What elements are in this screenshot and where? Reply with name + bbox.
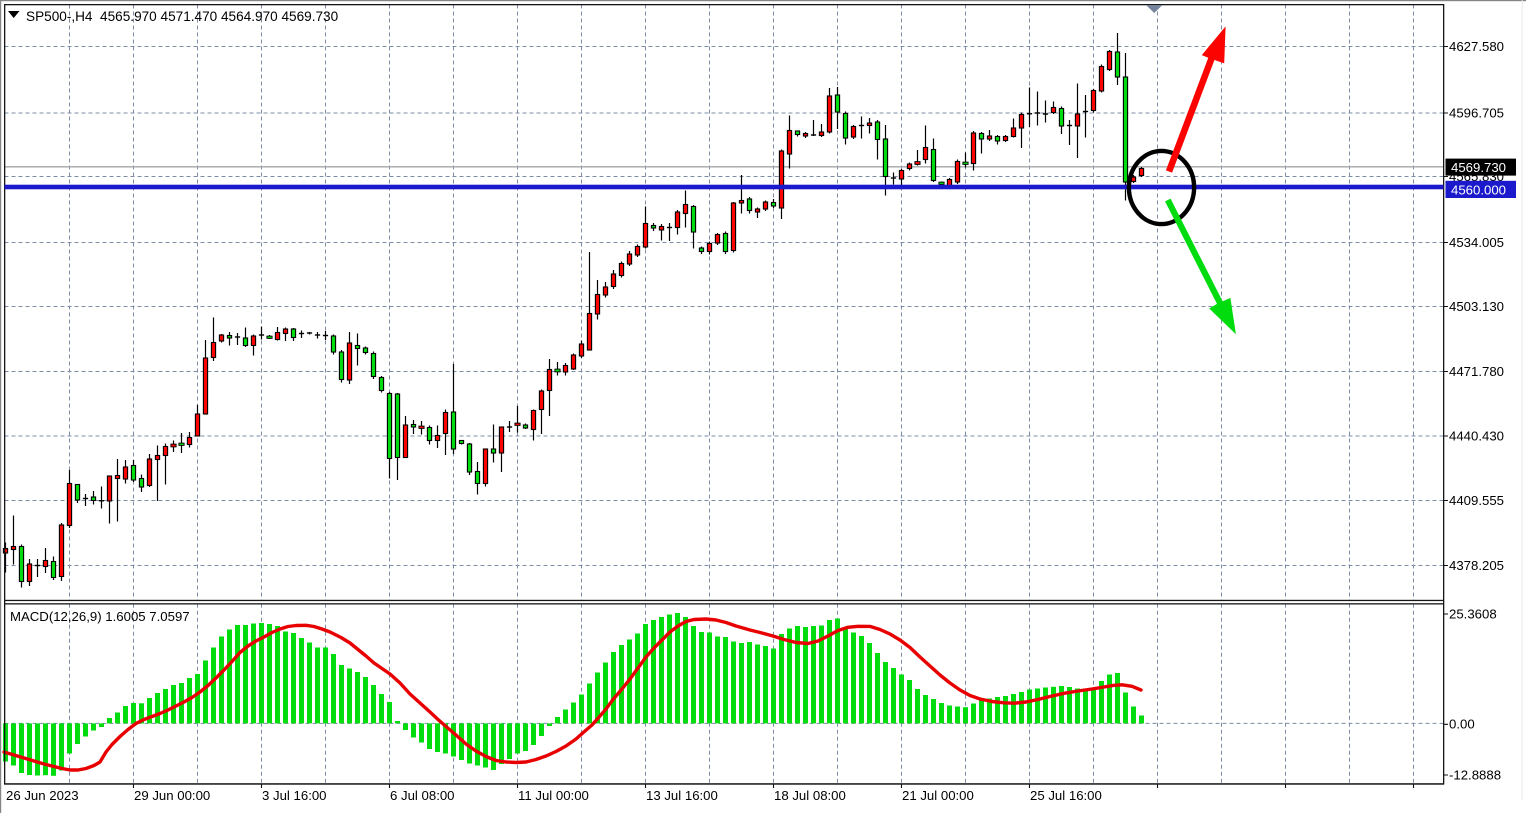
svg-text:4569.730: 4569.730 xyxy=(1451,160,1506,175)
svg-text:4560.000: 4560.000 xyxy=(1451,182,1506,197)
svg-text:SP500-,H4 4565.970 4571.470 4: SP500-,H4 4565.970 4571.470 4564.970 456… xyxy=(26,9,339,24)
svg-text:MACD(12,26,9) 1.6005 7.0597: MACD(12,26,9) 1.6005 7.0597 xyxy=(10,609,190,624)
